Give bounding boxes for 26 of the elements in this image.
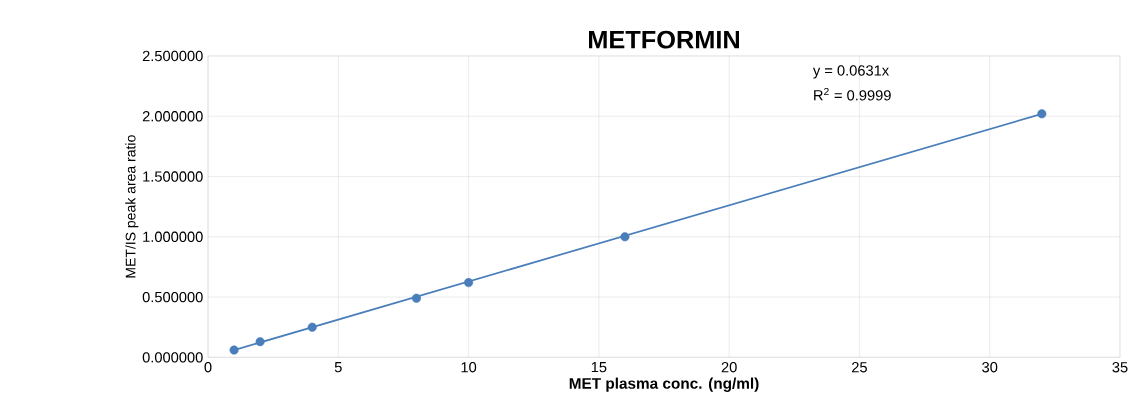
point [620,232,630,242]
y-tick-label: 2.000000 [142,111,203,122]
point [411,293,421,303]
x-tick-label: 35 [1112,362,1128,373]
y-tick-label: 2.500000 [142,50,203,62]
x-axis-title: MET plasma conc. (ng/ml) [569,377,759,392]
point [255,337,265,347]
x-tick-label: 25 [852,362,867,373]
y-tick-label: 1.500000 [143,171,203,182]
point [1037,109,1047,119]
x-tick-label: 0 [204,362,212,373]
point [229,345,239,355]
chart-title: METFORMIN [589,30,739,49]
y-tick-label: 0.500000 [142,291,203,303]
x-tick-label: 20 [721,362,737,373]
annotation: y = 0.0631x [812,65,889,79]
point [307,322,317,332]
x-tick-label: 30 [982,362,998,373]
x-tick-label: 5 [334,362,342,373]
x-tick-label: 15 [591,362,607,373]
annotation: R$^{2}$ = 0.9999 [814,87,891,101]
y-tick-label: 0.000000 [142,352,203,363]
point [464,278,474,288]
y-axis-title: MET/IS peak area ratio [125,135,139,278]
x-tick-label: 10 [461,362,477,373]
y-tick-label: 1.000000 [143,231,203,242]
